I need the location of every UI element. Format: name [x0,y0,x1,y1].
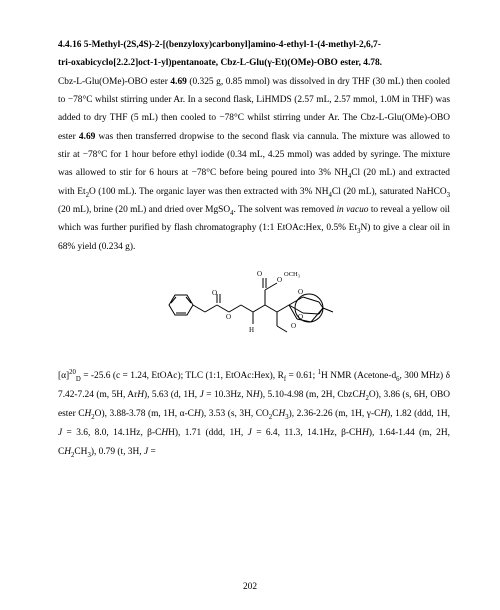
svg-text:O: O [226,313,231,321]
characterization-data: [α]20D = -25.6 (c = 1.24, EtOAc); TLC (1… [58,367,450,461]
nmr-text: ), 5.10-4.98 (m, 2H, CbzC [260,390,359,400]
body-text: Cbz-L-Glu(OMe)-OBO ester [58,77,170,87]
compound-ref: 4.69 [79,132,95,142]
nmr-text: H NMR (Acetone-d [321,371,396,381]
body-paragraph: Cbz-L-Glu(OMe)-OBO ester 4.69 (0.325 g, … [58,73,450,256]
title-line-1: 5-Methyl-(2S,4S)-2-[(benzyloxy)carbonyl]… [84,40,381,50]
italic-h: H [253,390,260,400]
svg-text:O: O [298,313,303,321]
nmr-text: = -25.6 (c = 1.24, EtOAc); TLC (1:1, EtO… [81,371,284,381]
svg-text:O: O [257,270,262,278]
svg-text:OCH₃: OCH₃ [284,271,300,278]
nmr-text: = 3.6, 8.0, 14.1Hz, β-C [62,428,161,438]
nmr-text: = 10.3Hz, N [204,390,253,400]
nmr-text: = [148,447,156,457]
svg-text:O: O [212,289,217,297]
svg-text:H: H [249,326,254,334]
italic-h: H [137,390,144,400]
body-text: (20 mL), brine (20 mL) and dried over Mg… [58,205,230,215]
page: 4.4.16 5-Methyl-(2S,4S)-2-[(benzyloxy)ca… [0,0,500,610]
subscript: 3 [447,192,450,199]
molecule-svg: O O H O O OCH₃ O O O [159,264,349,350]
nmr-text: H), 1.71 (ddd, 1H, [168,428,248,438]
svg-text:O: O [277,276,282,284]
superscript: 20 [69,369,76,376]
nmr-text: = 0.61; [286,371,318,381]
nmr-text: CH [74,447,87,457]
svg-text:O: O [291,322,296,330]
section-number: 4.4.16 [58,40,81,50]
body-text: . The solvent was removed [234,205,337,215]
italic-h: H [359,390,366,400]
nmr-text: ), 1.82 (ddd, 1H, [387,409,450,419]
body-text: O (100 mL). The organic layer was then e… [89,187,329,197]
chemical-structure: O O H O O OCH₃ O O O [58,264,450,357]
compound-ref: 4.69 [170,77,186,87]
nmr-text: ), 3.53 (s, 3H, CO [201,409,269,419]
nmr-text: O), 3.88-3.78 (m, 1H, α-C [95,409,194,419]
body-text: Cl (20 mL), saturated NaHCO [332,187,447,197]
italic-text: in vacuo [336,205,368,215]
title-line-2: tri-oxabicyclo[2.2.2]oct-1-yl)pentanoate… [58,58,382,68]
page-number: 202 [0,578,500,596]
nmr-text: = 6.4, 11.3, 14.1Hz, β-CH [252,428,362,438]
nmr-text: ), 0.79 (t, 3H, [91,447,144,457]
italic-h: H [194,409,201,419]
alpha-bracket: [α] [58,371,69,381]
svg-text:O: O [298,288,303,296]
nmr-text: ), 2.36-2.26 (m, 1H, γ-C [289,409,381,419]
nmr-text: ), 5.63 (d, 1H, [144,390,200,400]
italic-h: H [362,428,369,438]
section-heading: 4.4.16 5-Methyl-(2S,4S)-2-[(benzyloxy)ca… [58,36,450,73]
